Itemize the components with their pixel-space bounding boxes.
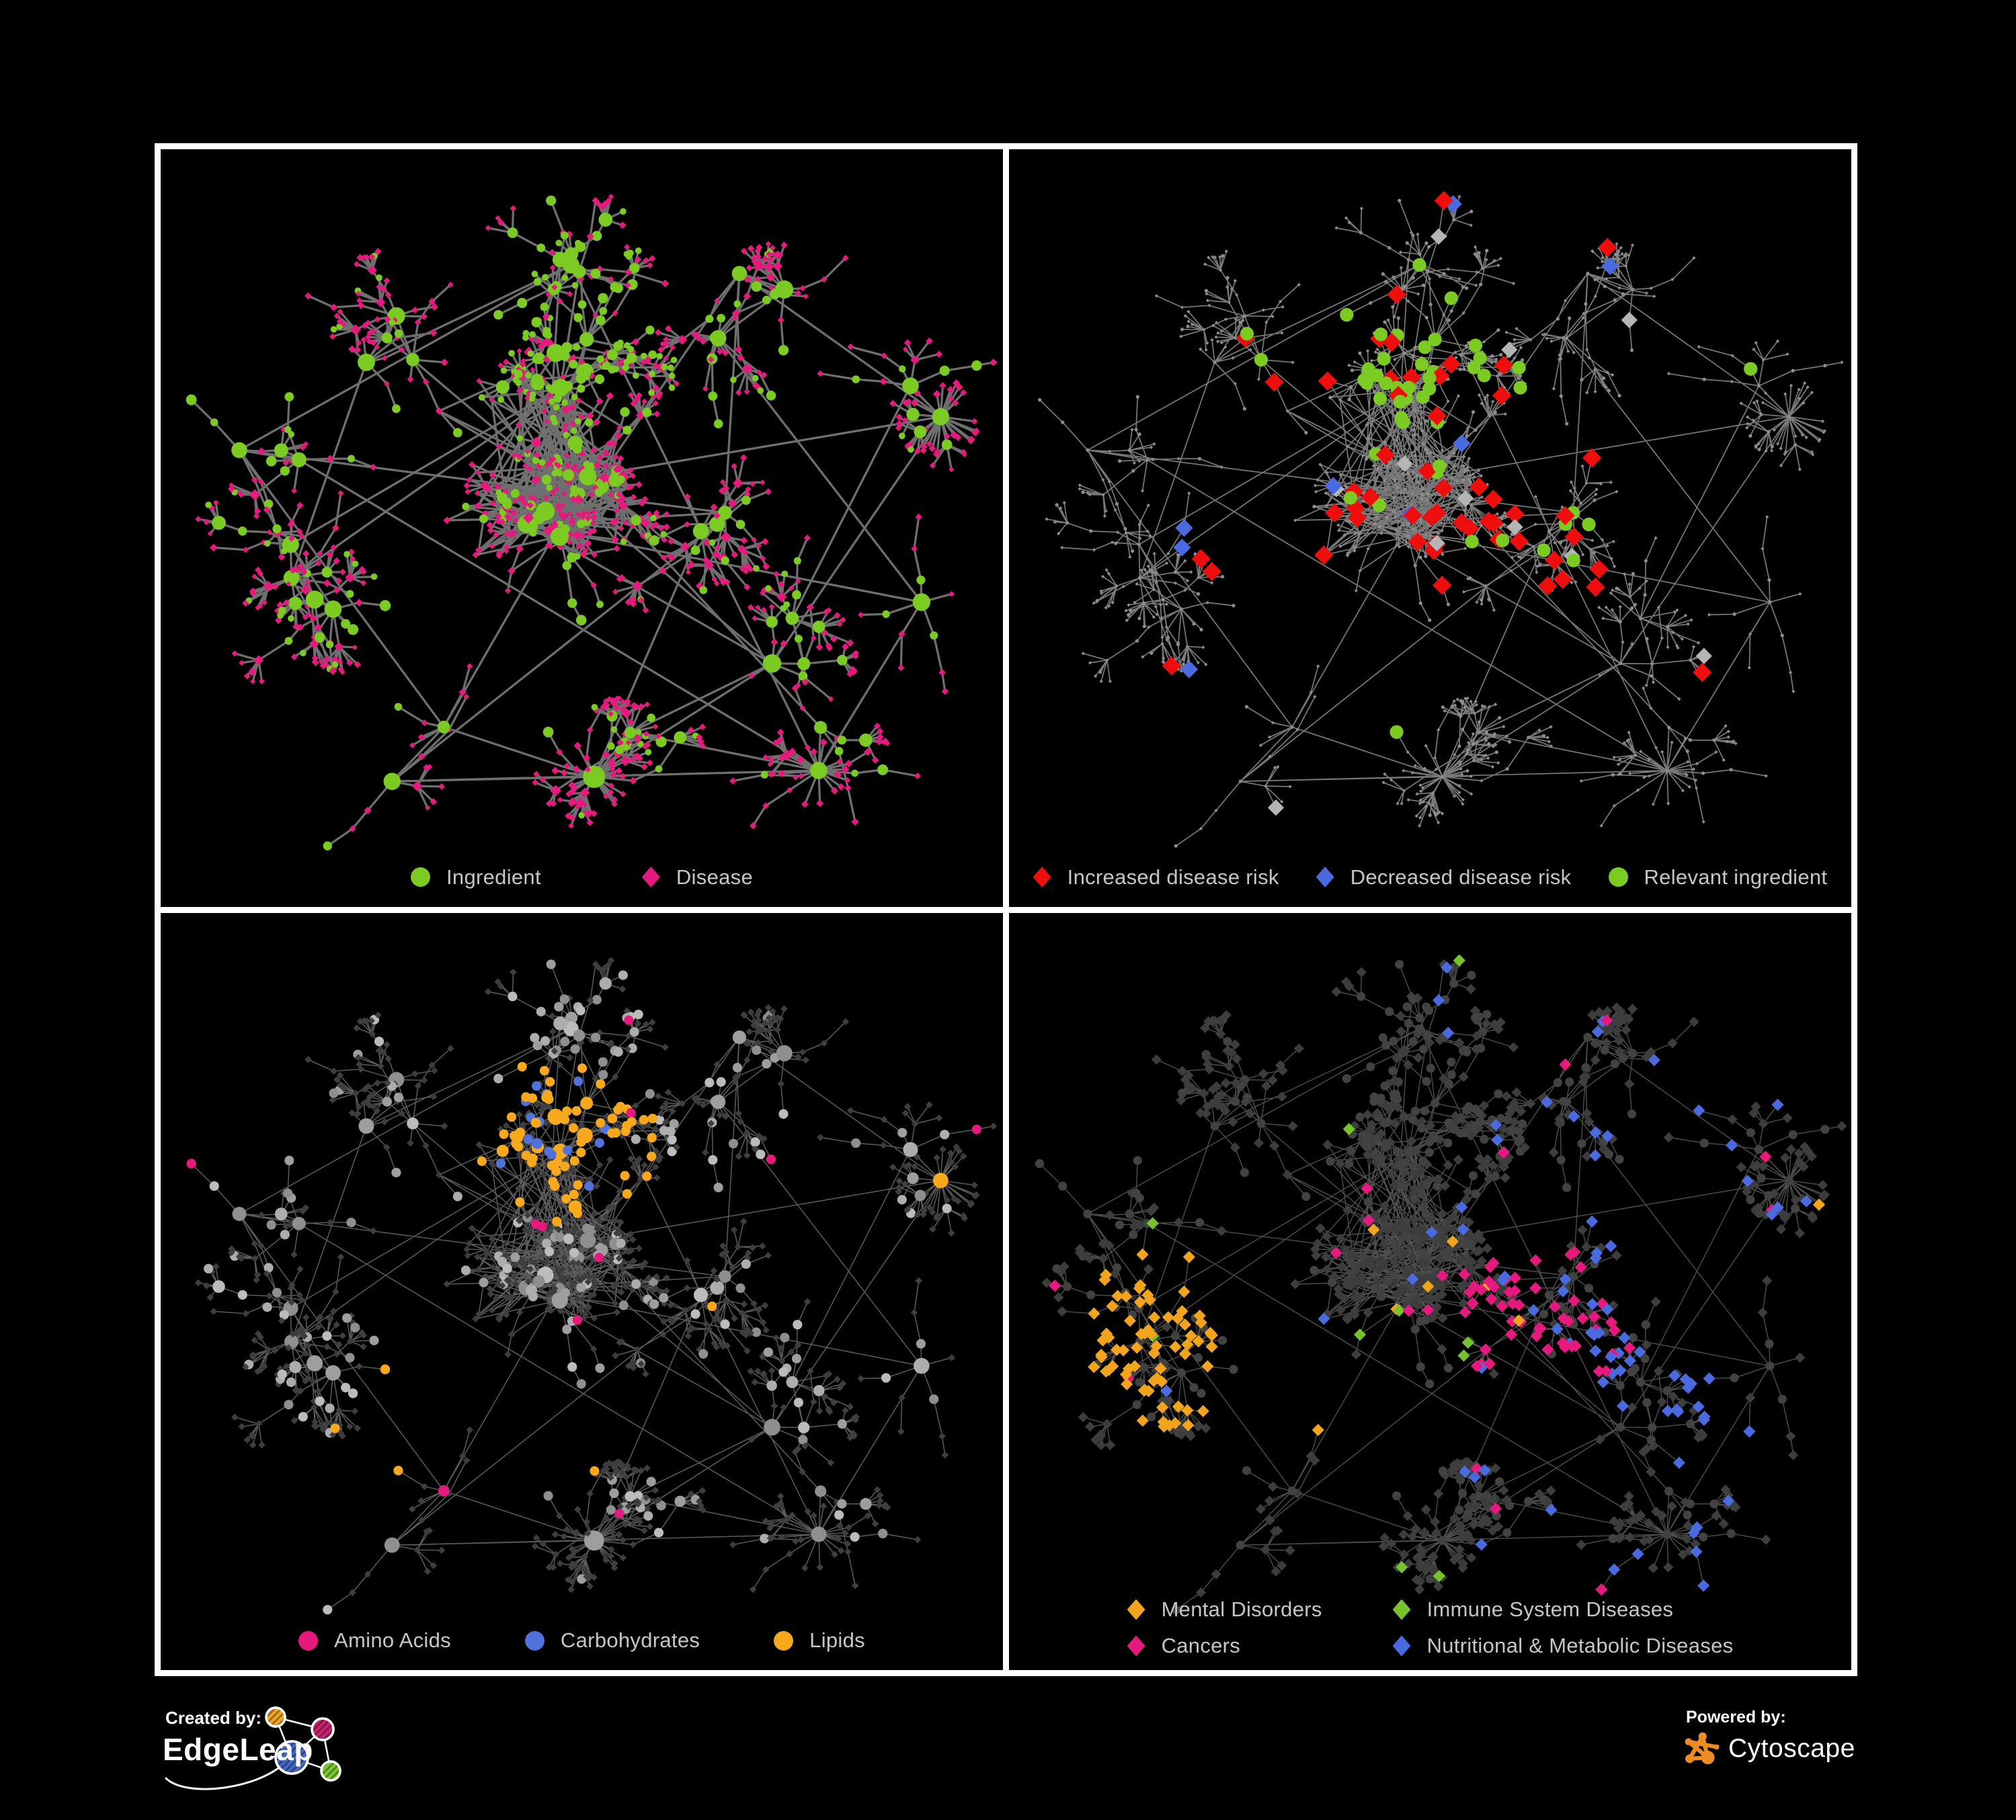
- legend-item-lipids: Lipids: [774, 1628, 865, 1653]
- legend-item-increased-disease-risk: Increased disease risk: [1033, 865, 1279, 889]
- legend-item-decreased-disease-risk: Decreased disease risk: [1316, 865, 1572, 889]
- circle-swatch: [524, 1630, 545, 1651]
- edgeleap-logo: [164, 1706, 341, 1790]
- diamond-swatch: [1316, 867, 1334, 887]
- circle-swatch: [411, 867, 430, 887]
- cytoscape-wordmark: Cytoscape: [1728, 1734, 1855, 1763]
- network-canvas-ingredient-disease: [186, 194, 998, 850]
- legend-label: Cancers: [1161, 1634, 1241, 1657]
- edgeleap-credit: Created by: EdgeLeap: [160, 1702, 368, 1803]
- figure-grid: Ingredient Disease Increased disease risk…: [155, 143, 1857, 1676]
- powered-by-label: Powered by:: [1686, 1708, 1786, 1727]
- diamond-swatch: [1033, 867, 1051, 887]
- legend-ingredient-disease: Ingredient Disease: [161, 865, 1003, 889]
- legend-label: Amino Acids: [334, 1628, 451, 1652]
- legend-item-carbohydrates: Carbohydrates: [524, 1628, 700, 1653]
- created-by-label: Created by:: [165, 1708, 262, 1728]
- legend-label: Nutritional & Metabolic Diseases: [1426, 1634, 1734, 1657]
- legend-ingredient-class: Amino Acids Carbohydrates Lipids: [161, 1628, 1003, 1653]
- network-canvas-disease-risk: [1037, 191, 1844, 848]
- panel-disease-class-network: Mental Disorders Immune System Diseases Ca…: [1009, 912, 1851, 1670]
- legend-label: Lipids: [809, 1628, 865, 1652]
- panel-disease-risk-network: Increased disease risk Decreased disease …: [1009, 149, 1851, 907]
- edgeleap-wordmark: EdgeLeap: [163, 1732, 313, 1767]
- diamond-swatch: [1127, 1635, 1145, 1657]
- legend-label: Carbohydrates: [560, 1628, 700, 1652]
- legend-label: Decreased disease risk: [1350, 865, 1572, 889]
- legend-label: Disease: [676, 865, 753, 889]
- diamond-swatch: [641, 867, 660, 887]
- legend-label: Ingredient: [446, 865, 541, 889]
- legend-item-nutritional-metabolic-diseases: Nutritional & Metabolic Diseases: [1392, 1634, 1734, 1658]
- legend-label: Relevant ingredient: [1644, 865, 1828, 889]
- panel-ingredient-disease-network: Ingredient Disease: [161, 149, 1003, 907]
- circle-swatch: [774, 1630, 794, 1651]
- circle-swatch: [1608, 867, 1628, 887]
- legend-label: Increased disease risk: [1067, 865, 1279, 889]
- cytoscape-logo-icon: [1685, 1732, 1720, 1765]
- circle-swatch: [298, 1630, 319, 1651]
- legend-item-mental-disorders: Mental Disorders: [1127, 1597, 1373, 1622]
- legend-item-cancers: Cancers: [1127, 1634, 1373, 1658]
- legend-label: Mental Disorders: [1161, 1597, 1322, 1621]
- diamond-swatch: [1392, 1635, 1411, 1657]
- legend-item-immune-system-diseases: Immune System Diseases: [1392, 1597, 1734, 1622]
- cytoscape-credit: Powered by: Cytoscape: [1683, 1708, 1878, 1768]
- panel-ingredient-class-network: Amino Acids Carbohydrates Lipids: [161, 912, 1003, 1670]
- legend-item-amino-acids: Amino Acids: [298, 1628, 451, 1653]
- legend-disease-risk: Increased disease risk Decreased disease …: [1009, 865, 1851, 889]
- legend-item-disease: Disease: [641, 865, 753, 889]
- legend-disease-class: Mental Disorders Immune System Diseases Ca…: [1009, 1597, 1851, 1658]
- network-canvas-ingredient-class: [186, 956, 998, 1614]
- legend-item-ingredient: Ingredient: [411, 865, 541, 889]
- legend-label: Immune System Diseases: [1426, 1597, 1674, 1621]
- legend-item-relevant-ingredient: Relevant ingredient: [1608, 865, 1828, 889]
- network-canvas-disease-class: [1035, 953, 1847, 1614]
- diamond-swatch: [1127, 1599, 1145, 1620]
- diamond-swatch: [1392, 1599, 1411, 1620]
